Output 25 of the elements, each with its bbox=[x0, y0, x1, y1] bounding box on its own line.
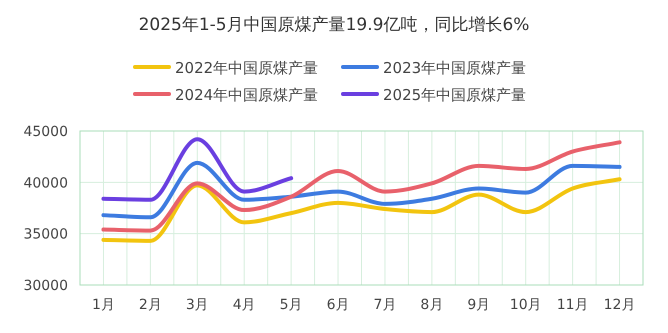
line-series bbox=[101, 177, 622, 243]
legend-label: 2024年中国原煤产量 bbox=[175, 86, 318, 104]
y-tick-label: 45000 bbox=[23, 124, 68, 140]
x-tick-label: 4月 bbox=[232, 297, 256, 313]
x-tick-label: 1月 bbox=[92, 297, 115, 313]
y-tick-label: 30000 bbox=[23, 278, 68, 294]
y-tick-label: 35000 bbox=[23, 226, 68, 243]
x-tick-label: 7月 bbox=[373, 297, 396, 313]
legend-label: 2025年中国原煤产量 bbox=[383, 86, 526, 104]
y-tick-label: 40000 bbox=[23, 175, 68, 192]
x-tick-label: 12月 bbox=[604, 297, 636, 313]
legend-label: 2022年中国原煤产量 bbox=[175, 59, 318, 77]
line-series bbox=[101, 137, 294, 202]
x-tick-label: 9月 bbox=[467, 297, 490, 313]
x-tick-label: 2月 bbox=[138, 297, 162, 313]
x-tick-label: 10月 bbox=[510, 297, 542, 313]
line-series bbox=[101, 140, 622, 233]
x-tick-label: 11月 bbox=[556, 297, 589, 313]
x-tick-label: 6月 bbox=[326, 297, 350, 313]
legend-label: 2023年中国原煤产量 bbox=[383, 59, 526, 77]
chart-title: 2025年1-5月中国原煤产量19.9亿吨，同比增长6% bbox=[138, 15, 530, 35]
x-tick-label: 5月 bbox=[280, 297, 303, 313]
line-series bbox=[101, 160, 622, 220]
x-tick-label: 3月 bbox=[186, 297, 209, 313]
x-tick-label: 8月 bbox=[420, 297, 444, 313]
